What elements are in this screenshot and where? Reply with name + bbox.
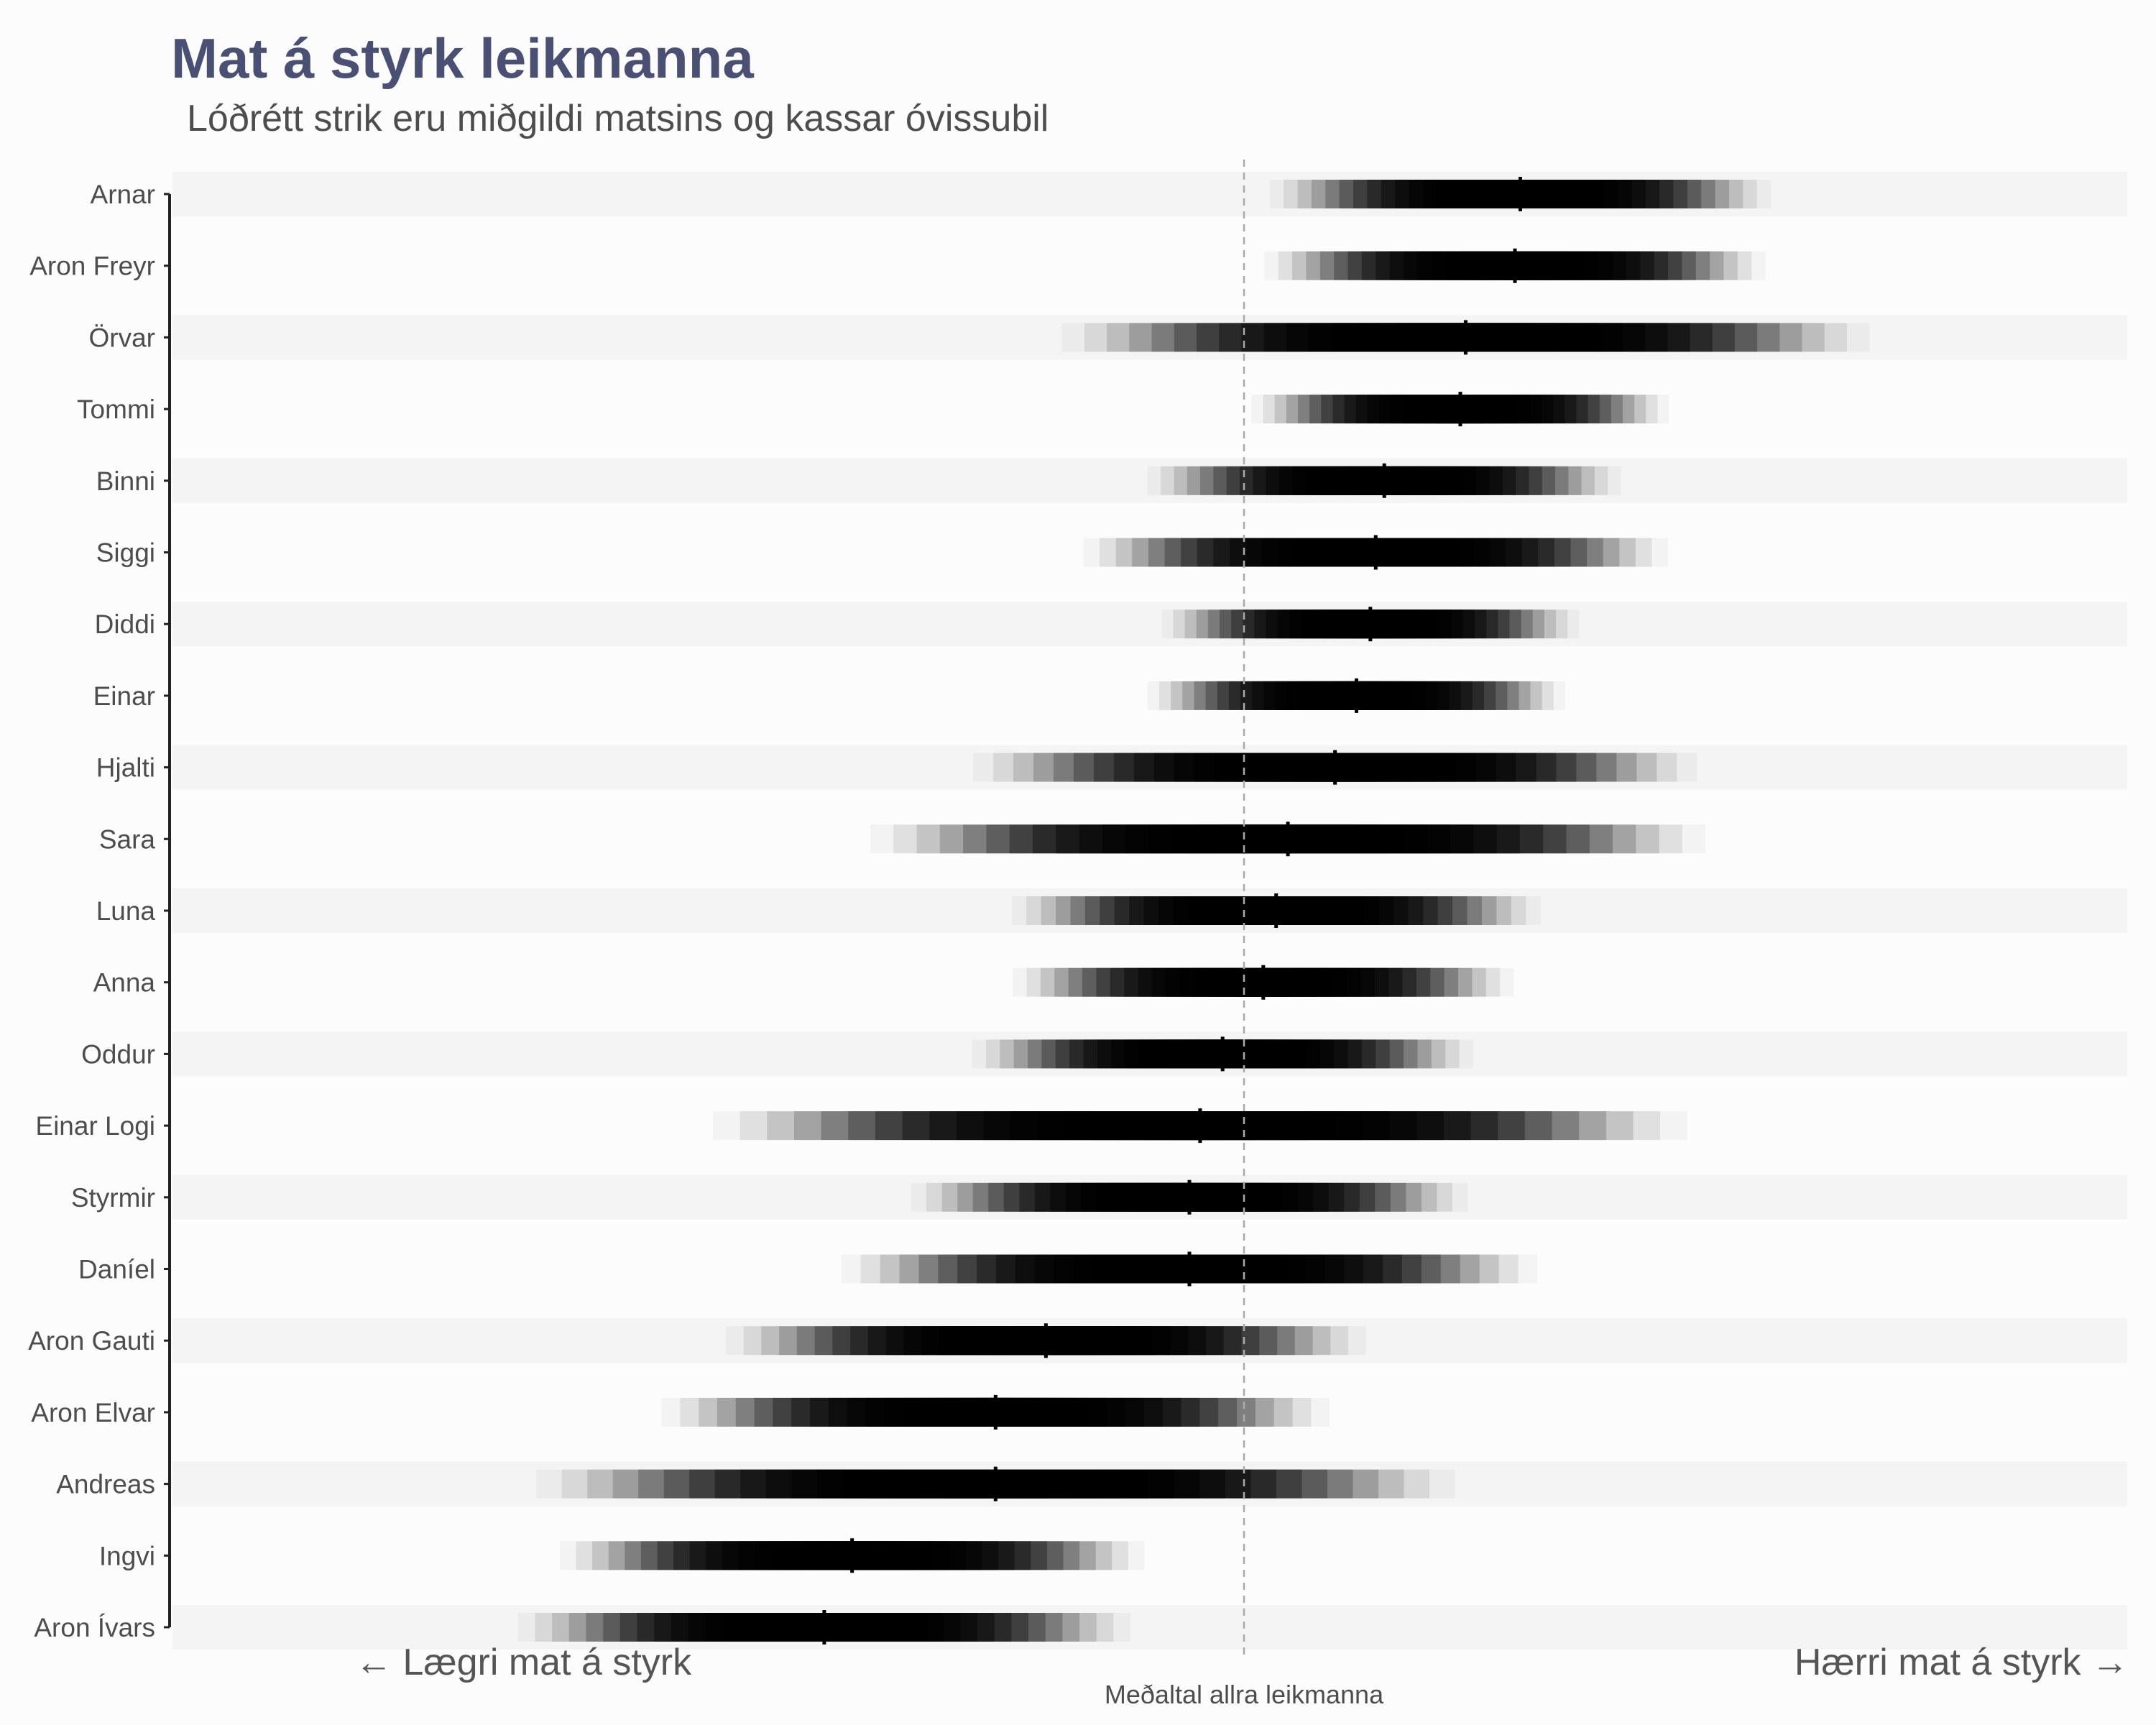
y-tick-label: Anna <box>93 968 156 998</box>
y-tick-label: Aron Freyr <box>29 252 155 281</box>
row-band <box>172 745 2127 790</box>
y-tick-label: Hjalti <box>96 753 155 783</box>
y-tick-label: Siggi <box>96 538 155 568</box>
y-tick-label: Oddur <box>81 1039 155 1069</box>
y-tick-label: Daníel <box>78 1255 155 1284</box>
row-band <box>172 602 2127 647</box>
y-tick-label: Aron Gauti <box>28 1326 155 1356</box>
row-band <box>172 315 2127 360</box>
chart-title: Mat á styrk leikmanna <box>171 27 754 90</box>
y-axis-labels: Arnar Aron Freyr Örvar Tommi Binni Siggi Diddi… <box>28 180 170 1642</box>
y-tick-label: Andreas <box>56 1470 155 1499</box>
y-tick-label: Diddi <box>95 610 155 639</box>
row-band <box>172 172 2127 216</box>
right-annotation: Hærri mat á styrk → <box>1795 1642 2129 1683</box>
row-bands <box>172 172 2127 1650</box>
left-annotation: ← Lægri mat á styrk <box>355 1642 692 1683</box>
y-tick-label: Örvar <box>89 323 156 352</box>
y-tick-label: Luna <box>96 896 156 926</box>
y-tick-label: Styrmir <box>71 1183 155 1213</box>
y-tick-label: Aron Ívars <box>34 1613 155 1642</box>
y-tick-label: Einar <box>93 681 155 711</box>
y-tick-label: Arnar <box>91 180 155 209</box>
y-tick-label: Ingvi <box>99 1541 155 1570</box>
y-tick-label: Aron Elvar <box>31 1398 155 1427</box>
row-band <box>172 888 2127 933</box>
row-band <box>172 1605 2127 1650</box>
median-ticks <box>822 177 1522 1644</box>
y-tick-label: Binni <box>96 466 155 496</box>
chart-subtitle: Lóðrétt strik eru miðgildi matsins og ka… <box>187 98 1049 139</box>
row-band <box>172 458 2127 503</box>
y-tick-label: Tommi <box>77 395 155 424</box>
reference-line-label: Meðaltal allra leikmanna <box>1105 1680 1384 1709</box>
y-tick-label: Sara <box>99 824 156 854</box>
y-tick-label: Einar Logi <box>35 1111 155 1141</box>
